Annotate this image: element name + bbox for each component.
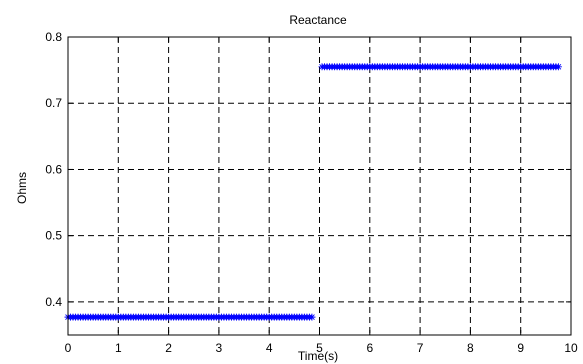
axis-ticks: 0 1 2 3 4 5 6 7 8 9 10 0.4 0.5 0.6 0.7 0.8 <box>45 30 578 355</box>
x-tick-label: 3 <box>216 341 223 355</box>
y-axis-title: Ohms <box>15 172 29 204</box>
x-tick-label: 6 <box>366 341 373 355</box>
data-series <box>64 63 562 321</box>
x-axis-title: Time(s) <box>298 349 338 363</box>
data-point <box>308 313 316 321</box>
x-tick-label: 4 <box>266 341 273 355</box>
x-tick-label: 9 <box>517 341 524 355</box>
x-tick-label: 5 <box>316 341 323 355</box>
x-tick-label: 10 <box>564 341 578 355</box>
y-tick-label: 0.5 <box>45 229 62 243</box>
x-tick-label: 2 <box>165 341 172 355</box>
y-tick-label: 0.8 <box>45 30 62 44</box>
grid-lines <box>68 37 571 335</box>
x-tick-label: 8 <box>467 341 474 355</box>
y-tick-label: 0.6 <box>45 162 62 176</box>
y-tick-label: 0.4 <box>45 295 62 309</box>
data-point <box>554 63 562 71</box>
chart-title: Reactance <box>289 13 347 27</box>
x-tick-label: 7 <box>417 341 424 355</box>
x-tick-label: 0 <box>65 341 72 355</box>
x-tick-label: 1 <box>115 341 122 355</box>
y-tick-label: 0.7 <box>45 96 62 110</box>
